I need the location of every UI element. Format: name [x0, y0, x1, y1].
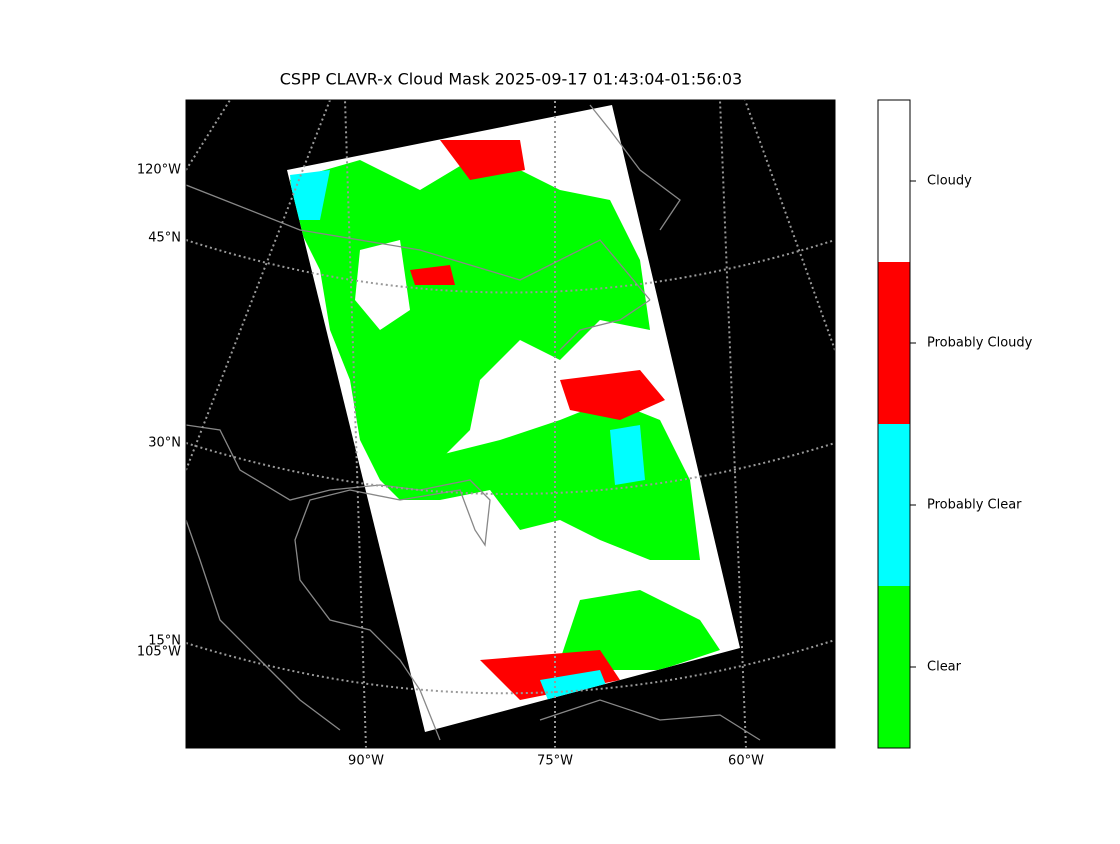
lat-lon-label: 120°W — [137, 163, 181, 178]
map-frame — [185, 99, 836, 749]
lat-lon-label: 30°N — [148, 436, 181, 451]
lat-lon-label: 105°W — [137, 645, 181, 660]
probably-clear-region — [290, 170, 330, 220]
lat-lon-label: 15°N — [148, 634, 181, 649]
colorbar-segment — [878, 262, 910, 424]
map — [186, 100, 835, 748]
colorbar-segment — [878, 424, 910, 586]
probably-clear-region — [610, 425, 645, 485]
cloud-mask — [290, 140, 720, 705]
colorbar-segment — [878, 100, 910, 262]
lon-label: 75°W — [537, 754, 573, 769]
colorbar: Clear Probably Clear Probably Cloudy Cloudy — [877, 99, 1033, 749]
coastlines — [186, 104, 761, 741]
probably-cloudy-region — [560, 370, 665, 420]
colorbar-label: Clear — [927, 660, 962, 675]
colorbar-label: Cloudy — [927, 174, 972, 189]
lon-label: 90°W — [348, 754, 384, 769]
colorbar-frame — [877, 99, 911, 749]
colorbar-segment — [878, 586, 910, 748]
colorbar-label: Probably Cloudy — [927, 336, 1033, 351]
lat-lon-label: 45°N — [148, 231, 181, 246]
title: CSPP CLAVR-x Cloud Mask 2025-09-17 01:43… — [280, 70, 742, 89]
lon-label: 60°W — [728, 754, 764, 769]
probably-cloudy-region — [440, 140, 525, 180]
graticule — [186, 100, 835, 748]
probably-cloudy-region — [410, 265, 455, 285]
colorbar-label: Probably Clear — [927, 498, 1022, 513]
probably-cloudy-region — [480, 650, 620, 700]
